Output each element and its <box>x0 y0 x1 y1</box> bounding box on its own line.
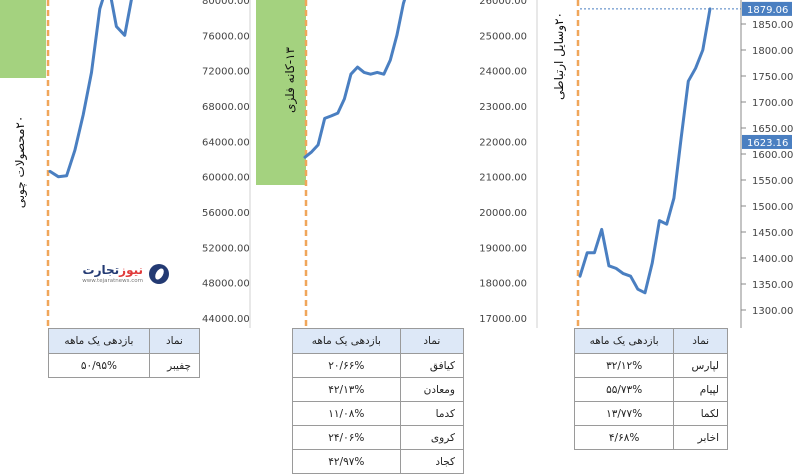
cell-return: ۵۰/۹۵% <box>48 353 150 378</box>
cell-return: ۵۵/۷۳% <box>573 377 675 402</box>
cell-symbol: کروی <box>399 425 465 450</box>
table-row: ومعادن ۴۲/۱۳% <box>292 377 465 402</box>
series-line <box>303 0 407 159</box>
cell-symbol: لکما <box>673 401 728 426</box>
cell-return: ۱۳/۷۷% <box>573 401 675 426</box>
table-header-row: نماد بازدهی یک ماهه <box>48 328 201 354</box>
y-tick-label: 44000.00 <box>202 314 250 325</box>
y-tick-label: 1350.00 <box>752 280 793 291</box>
cell-return: ۴۲/۹۷% <box>292 449 401 474</box>
chart-title: ۲۰محصولات چوبی <box>13 116 28 209</box>
col-header-symbol: نماد <box>148 328 201 354</box>
col-header-return: بازدهی یک ماهه <box>48 328 150 354</box>
table-row: لپارس ۳۲/۱۲% <box>573 353 728 378</box>
y-tick-label: 64000.00 <box>202 137 250 148</box>
y-tick-label: 17000.00 <box>479 314 527 325</box>
y-tick-label: 1700.00 <box>752 98 793 109</box>
cell-return: ۲۰/۶۶% <box>292 353 401 378</box>
col-header-symbol: نماد <box>673 328 728 354</box>
y-tick-label: 1500.00 <box>752 202 793 213</box>
price-tag <box>742 134 792 149</box>
cell-symbol: چفیبر <box>148 353 201 378</box>
col-header-return: بازدهی یک ماهه <box>573 328 675 354</box>
logo-mark-icon <box>149 264 169 284</box>
chart-title: ۲۰وسایل ارتباطی <box>552 12 567 100</box>
cell-return: ۴/۶۸% <box>573 425 675 450</box>
table-row: اخابر ۴/۶۸% <box>573 425 728 450</box>
cell-symbol: لپارس <box>673 353 728 378</box>
cell-symbol: کدما <box>399 401 465 426</box>
col-header-return: بازدهی یک ماهه <box>292 328 401 354</box>
cell-return: ۴۲/۱۳% <box>292 377 401 402</box>
charts-canvas: ۲۰محصولات چوبی ۱۳-کانه فلزی ۲۰وسایل ارتباط… <box>0 0 793 328</box>
y-tick-label: 48000.00 <box>202 279 250 290</box>
y-tick-label: 23000.00 <box>479 102 527 113</box>
price-tag-label: 1623.16 <box>747 138 788 149</box>
y-tick-label: 56000.00 <box>202 208 250 219</box>
y-tick-label: 22000.00 <box>479 137 527 148</box>
logo-name: نیوزتجارت <box>77 263 143 277</box>
y-tick-label: 60000.00 <box>202 173 250 184</box>
returns-table-telecom: نماد بازدهی یک ماهه لپارس ۳۲/۱۲% لپیام ۵… <box>573 328 728 450</box>
cell-return: ۲۴/۰۶% <box>292 425 401 450</box>
y-tick-label: 1750.00 <box>752 72 793 83</box>
table-row: کدما ۱۱/۰۸% <box>292 401 465 426</box>
table-row: لپیام ۵۵/۷۳% <box>573 377 728 402</box>
y-tick-label: 24000.00 <box>479 67 527 78</box>
category-band <box>0 0 46 78</box>
logo-name-main: تجارت <box>82 263 120 277</box>
y-tick-label: 52000.00 <box>202 243 250 254</box>
col-header-symbol: نماد <box>399 328 465 354</box>
watermark-logo: نیوزتجارت www.tejaratnews.com <box>73 262 173 288</box>
y-tick-label: 18000.00 <box>479 279 527 290</box>
table-row: کیافق ۲۰/۶۶% <box>292 353 465 378</box>
y-tick-label: 21000.00 <box>479 173 527 184</box>
logo-name-accent: نیوز <box>119 263 143 277</box>
price-tag-label: 1879.06 <box>747 5 788 16</box>
y-tick-label: 1400.00 <box>752 254 793 265</box>
y-tick-label: 72000.00 <box>202 67 250 78</box>
cell-symbol: کجاد <box>399 449 465 474</box>
y-tick-label: 26000.00 <box>479 0 527 7</box>
table-row: کروی ۲۴/۰۶% <box>292 425 465 450</box>
cell-symbol: کیافق <box>399 353 465 378</box>
y-tick-label: 20000.00 <box>479 208 527 219</box>
y-tick-label: 68000.00 <box>202 102 250 113</box>
y-tick-label: 1550.00 <box>752 176 793 187</box>
y-tick-label: 1850.00 <box>752 20 793 31</box>
category-band <box>256 0 306 185</box>
table-row: لکما ۱۳/۷۷% <box>573 401 728 426</box>
cell-symbol: ومعادن <box>399 377 465 402</box>
y-tick-label: 80000.00 <box>202 0 250 7</box>
table-header-row: نماد بازدهی یک ماهه <box>292 328 465 354</box>
y-tick-label: 1300.00 <box>752 306 793 317</box>
y-tick-label: 19000.00 <box>479 243 527 254</box>
y-tick-label: 1650.00 <box>752 124 793 135</box>
series-line <box>48 0 133 179</box>
returns-table-wood: نماد بازدهی یک ماهه چفیبر ۵۰/۹۵% <box>48 328 201 378</box>
price-tag <box>742 1 792 16</box>
y-tick-label: 1600.00 <box>752 150 793 161</box>
y-tick-label: 25000.00 <box>479 31 527 42</box>
returns-table-metal: نماد بازدهی یک ماهه کیافق ۲۰/۶۶% ومعادن … <box>292 328 465 474</box>
cell-symbol: لپیام <box>673 377 728 402</box>
cell-symbol: اخابر <box>673 425 728 450</box>
chart-title: ۱۳-کانه فلزی <box>283 46 298 112</box>
table-row: چفیبر ۵۰/۹۵% <box>48 353 201 378</box>
y-tick-label: 1450.00 <box>752 228 793 239</box>
series-line <box>578 7 712 295</box>
y-tick-label: 1800.00 <box>752 46 793 57</box>
logo-url: www.tejaratnews.com <box>82 278 143 284</box>
table-header-row: نماد بازدهی یک ماهه <box>573 328 728 354</box>
y-tick-label: 76000.00 <box>202 31 250 42</box>
table-row: کجاد ۴۲/۹۷% <box>292 449 465 474</box>
cell-return: ۱۱/۰۸% <box>292 401 401 426</box>
cell-return: ۳۲/۱۲% <box>573 353 675 378</box>
